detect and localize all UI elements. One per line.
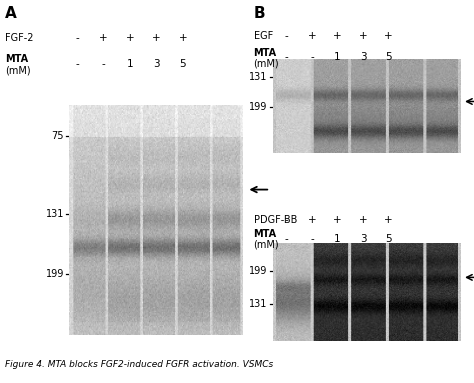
Text: +: + — [333, 215, 342, 225]
Text: MTA: MTA — [254, 48, 277, 58]
Text: +: + — [126, 33, 134, 43]
Text: +: + — [99, 33, 108, 43]
Text: -: - — [75, 33, 79, 43]
Text: +: + — [384, 31, 393, 41]
Text: 75: 75 — [52, 131, 64, 141]
Text: (mM): (mM) — [254, 58, 279, 68]
Text: A: A — [5, 6, 17, 21]
Text: -: - — [285, 52, 289, 62]
Text: -: - — [101, 59, 105, 69]
Text: 1: 1 — [334, 234, 341, 244]
Text: 131: 131 — [249, 299, 268, 309]
Text: PDGF-BB: PDGF-BB — [254, 215, 297, 225]
Text: -: - — [285, 234, 289, 244]
Text: MTA: MTA — [254, 229, 277, 239]
Text: +: + — [152, 33, 161, 43]
Text: B: B — [254, 6, 265, 21]
Text: 131: 131 — [46, 210, 64, 219]
Text: Figure 4. MTA blocks FGF2-induced FGFR activation. VSMCs: Figure 4. MTA blocks FGF2-induced FGFR a… — [5, 360, 273, 369]
Text: +: + — [179, 33, 187, 43]
Text: 199: 199 — [249, 265, 268, 275]
Text: FGF-2: FGF-2 — [5, 33, 33, 43]
Text: 199: 199 — [46, 269, 64, 279]
Text: -: - — [75, 59, 79, 69]
Text: -: - — [310, 234, 314, 244]
Text: -: - — [285, 215, 289, 225]
Text: -: - — [285, 31, 289, 41]
Text: +: + — [384, 215, 393, 225]
Text: 5: 5 — [385, 234, 392, 244]
Text: 3: 3 — [360, 234, 366, 244]
Text: +: + — [333, 31, 342, 41]
Text: 5: 5 — [180, 59, 186, 69]
Text: EGF: EGF — [254, 31, 273, 41]
Text: (mM): (mM) — [5, 66, 30, 76]
Text: 3: 3 — [360, 52, 366, 62]
Text: 131: 131 — [249, 72, 268, 82]
Text: 199: 199 — [249, 102, 268, 112]
Text: +: + — [359, 215, 367, 225]
Text: 5: 5 — [385, 52, 392, 62]
Text: +: + — [308, 215, 316, 225]
Text: -: - — [310, 52, 314, 62]
Text: 1: 1 — [127, 59, 133, 69]
Text: 3: 3 — [153, 59, 160, 69]
Text: (mM): (mM) — [254, 239, 279, 249]
Text: +: + — [359, 31, 367, 41]
Text: 1: 1 — [334, 52, 341, 62]
Text: MTA: MTA — [5, 54, 28, 64]
Text: +: + — [308, 31, 316, 41]
